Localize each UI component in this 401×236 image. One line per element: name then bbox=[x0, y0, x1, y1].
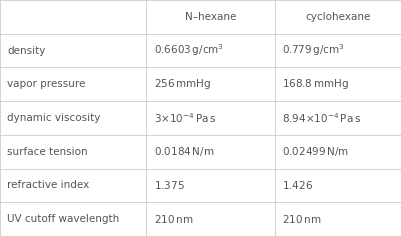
Text: $168.8\,\mathrm{mmHg}$: $168.8\,\mathrm{mmHg}$ bbox=[282, 77, 349, 91]
Text: UV cutoff wavelength: UV cutoff wavelength bbox=[7, 214, 119, 224]
Text: $210\,\mathrm{nm}$: $210\,\mathrm{nm}$ bbox=[154, 213, 193, 225]
Text: $8.94{\times}10^{-4}\,\mathrm{Pa\,s}$: $8.94{\times}10^{-4}\,\mathrm{Pa\,s}$ bbox=[282, 111, 361, 125]
Text: N–hexane: N–hexane bbox=[185, 12, 236, 22]
Text: $0.779\,\mathrm{g/cm}^3$: $0.779\,\mathrm{g/cm}^3$ bbox=[282, 43, 344, 59]
Text: refractive index: refractive index bbox=[7, 181, 89, 190]
Text: $1.426$: $1.426$ bbox=[282, 179, 313, 191]
Text: $210\,\mathrm{nm}$: $210\,\mathrm{nm}$ bbox=[282, 213, 321, 225]
Text: $3{\times}10^{-4}\,\mathrm{Pa\,s}$: $3{\times}10^{-4}\,\mathrm{Pa\,s}$ bbox=[154, 111, 216, 125]
Text: surface tension: surface tension bbox=[7, 147, 88, 157]
Text: dynamic viscosity: dynamic viscosity bbox=[7, 113, 101, 123]
Text: vapor pressure: vapor pressure bbox=[7, 79, 85, 89]
Text: $256\,\mathrm{mmHg}$: $256\,\mathrm{mmHg}$ bbox=[154, 77, 211, 91]
Text: cyclohexane: cyclohexane bbox=[305, 12, 371, 22]
Text: $0.0184\,\mathrm{N/m}$: $0.0184\,\mathrm{N/m}$ bbox=[154, 145, 214, 158]
Text: density: density bbox=[7, 46, 46, 55]
Text: $0.02499\,\mathrm{N/m}$: $0.02499\,\mathrm{N/m}$ bbox=[282, 145, 349, 158]
Text: $0.6603\,\mathrm{g/cm}^3$: $0.6603\,\mathrm{g/cm}^3$ bbox=[154, 43, 224, 59]
Text: $1.375$: $1.375$ bbox=[154, 179, 184, 191]
